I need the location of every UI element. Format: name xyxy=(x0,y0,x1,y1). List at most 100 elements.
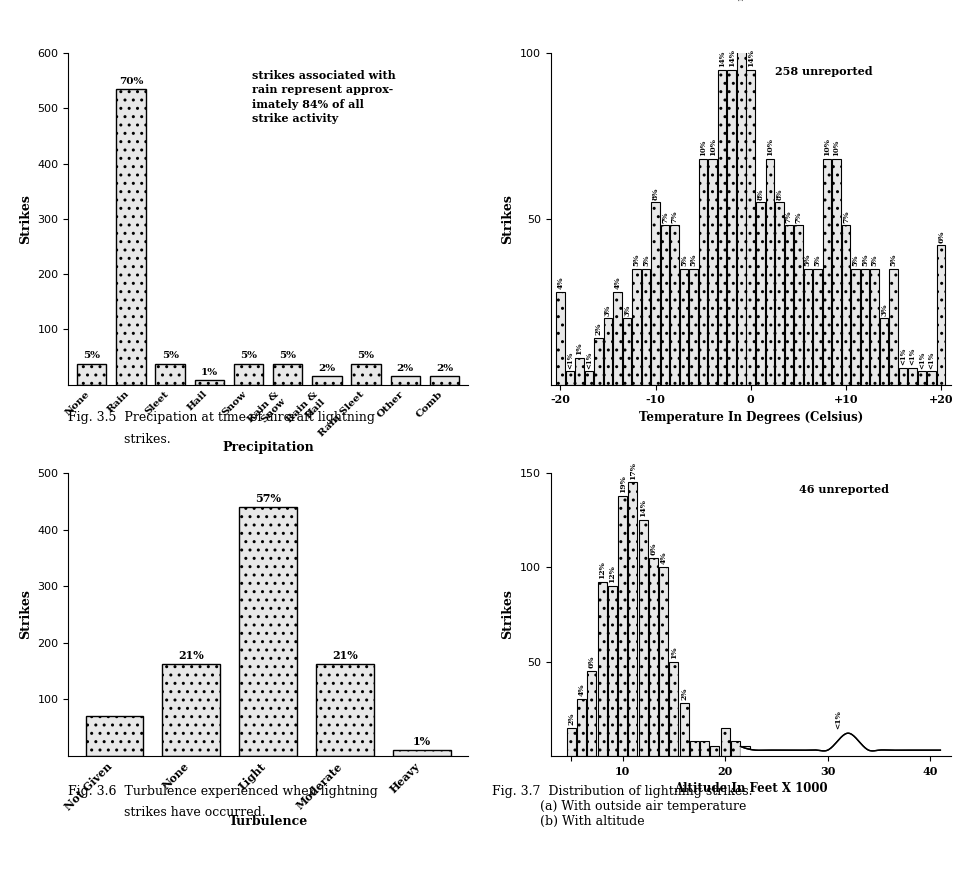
Text: 1%: 1% xyxy=(201,368,217,377)
Text: 6%: 6% xyxy=(588,656,596,668)
Text: 5%: 5% xyxy=(813,255,821,266)
Bar xyxy=(163,664,220,756)
Bar xyxy=(651,202,660,385)
Text: 10%: 10% xyxy=(833,141,840,156)
Text: 1%: 1% xyxy=(575,343,583,355)
Text: 2%: 2% xyxy=(436,364,453,373)
Bar xyxy=(785,225,793,385)
Bar xyxy=(721,728,729,756)
Text: 5%: 5% xyxy=(240,351,257,361)
Bar xyxy=(699,159,708,385)
Bar xyxy=(587,671,597,756)
Text: 5%: 5% xyxy=(279,351,296,361)
Bar xyxy=(669,661,679,756)
Text: 19%: 19% xyxy=(618,475,627,492)
Bar xyxy=(680,269,688,385)
Text: 14%: 14% xyxy=(727,49,736,67)
Bar xyxy=(273,363,302,385)
Bar xyxy=(794,225,802,385)
Text: strikes have occurred.: strikes have occurred. xyxy=(68,806,266,819)
Text: <1%: <1% xyxy=(834,711,841,729)
Text: <1%: <1% xyxy=(899,348,907,365)
Text: 5%: 5% xyxy=(803,254,812,266)
Bar xyxy=(594,338,603,385)
Bar xyxy=(861,269,870,385)
X-axis label: Altitude In Feet X 1000: Altitude In Feet X 1000 xyxy=(674,782,828,795)
Text: 5%: 5% xyxy=(871,255,878,266)
Bar xyxy=(239,507,297,756)
Bar xyxy=(648,558,658,756)
Bar xyxy=(116,89,145,385)
Text: 2%: 2% xyxy=(567,713,575,725)
Bar xyxy=(756,202,764,385)
Text: 6%: 6% xyxy=(649,543,657,555)
Bar xyxy=(659,568,668,756)
Text: 8%: 8% xyxy=(651,187,659,200)
Bar xyxy=(566,728,576,756)
Text: 5%: 5% xyxy=(633,254,641,266)
Y-axis label: Strikes: Strikes xyxy=(19,194,32,244)
Text: 5%: 5% xyxy=(162,351,178,361)
Bar xyxy=(927,371,936,385)
Text: 10%: 10% xyxy=(823,139,831,156)
Text: 14%: 14% xyxy=(640,499,647,517)
Bar xyxy=(741,746,750,756)
Text: Fig. 3.6  Turbulence experienced when lightning: Fig. 3.6 Turbulence experienced when lig… xyxy=(68,785,378,798)
Bar xyxy=(909,368,916,385)
Bar xyxy=(803,269,812,385)
Bar xyxy=(618,496,627,756)
Bar xyxy=(671,225,679,385)
X-axis label: Turbulence: Turbulence xyxy=(228,815,308,828)
Bar xyxy=(765,159,774,385)
Bar xyxy=(86,716,143,756)
Bar xyxy=(718,70,726,385)
Text: 5%: 5% xyxy=(643,255,650,266)
Bar xyxy=(689,269,698,385)
Text: 70%: 70% xyxy=(119,77,143,86)
Y-axis label: Strikes: Strikes xyxy=(19,590,32,639)
Bar xyxy=(775,202,784,385)
Bar xyxy=(566,371,574,385)
Bar xyxy=(623,318,631,385)
Bar xyxy=(77,363,106,385)
Bar xyxy=(700,741,709,756)
Text: 2%: 2% xyxy=(319,364,335,373)
Text: 5%: 5% xyxy=(83,351,100,361)
Bar xyxy=(832,159,840,385)
Bar xyxy=(710,746,720,756)
Bar xyxy=(393,751,450,756)
Text: <1%: <1% xyxy=(566,351,574,369)
Bar xyxy=(813,269,822,385)
Text: 7%: 7% xyxy=(795,211,802,223)
Text: Fig. 3.5  Precipation at time of aircraft lightning: Fig. 3.5 Precipation at time of aircraft… xyxy=(68,411,375,424)
Bar xyxy=(747,70,755,385)
Bar xyxy=(613,292,622,385)
Text: 7%: 7% xyxy=(661,211,669,223)
Bar xyxy=(871,269,878,385)
Text: 1%: 1% xyxy=(670,646,678,659)
Text: 10%: 10% xyxy=(709,139,717,156)
Bar xyxy=(632,269,641,385)
Text: 3%: 3% xyxy=(623,304,631,316)
Text: strikes associated with
rain represent approx-
imately 84% of all
strike activit: strikes associated with rain represent a… xyxy=(253,70,396,125)
Bar xyxy=(556,292,565,385)
Bar xyxy=(628,483,638,756)
Text: 258 unreported: 258 unreported xyxy=(775,66,873,77)
Text: 4%: 4% xyxy=(613,277,621,289)
Text: 1%: 1% xyxy=(412,736,431,747)
X-axis label: Precipitation: Precipitation xyxy=(222,441,314,454)
Text: 4%: 4% xyxy=(577,684,586,697)
Text: 2%: 2% xyxy=(595,323,603,336)
Bar xyxy=(607,586,617,756)
Text: 57%: 57% xyxy=(255,493,281,504)
Text: 10%: 10% xyxy=(699,141,707,156)
Text: 6%: 6% xyxy=(937,230,945,242)
Bar xyxy=(727,70,736,385)
Text: 2%: 2% xyxy=(397,364,413,373)
Bar xyxy=(899,368,908,385)
Bar xyxy=(917,371,926,385)
Bar xyxy=(391,377,420,385)
Bar xyxy=(195,380,224,385)
Text: 14%: 14% xyxy=(719,50,726,67)
Bar xyxy=(585,371,593,385)
